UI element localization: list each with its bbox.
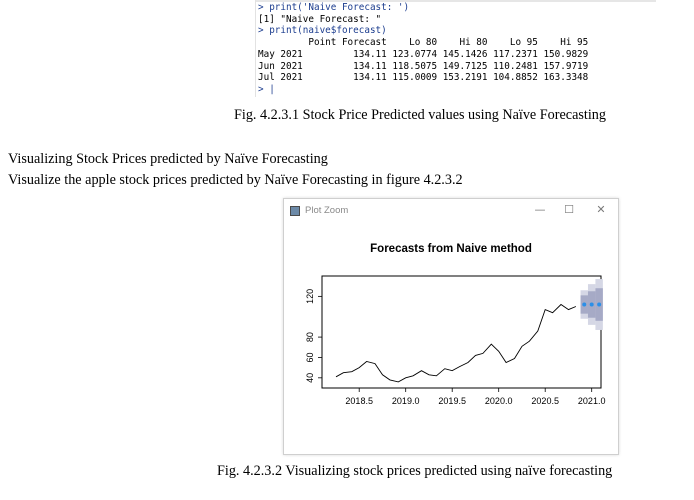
- y-tick-label-4: 120: [305, 289, 315, 304]
- paragraph-text: Visualize the apple stock prices predict…: [8, 172, 463, 188]
- y-tick-label-3: 80: [305, 332, 315, 342]
- console-line-7: Jul 2021 134.11 115.0009 153.2191 104.88…: [258, 72, 589, 84]
- console-line-3: > print(naive$forecast): [258, 25, 387, 37]
- history-line-group: [335, 303, 577, 383]
- x-tick-label-4: 2020.0: [485, 396, 513, 406]
- x-tick-label-2: 2019.0: [392, 396, 420, 406]
- y-axis: 40 60 80 120: [305, 289, 322, 383]
- y-tick-label-1: 40: [305, 373, 315, 383]
- window-title: Plot Zoom: [305, 205, 349, 216]
- plot-frame: [321, 275, 602, 389]
- plot-zoom-app-icon: [290, 206, 300, 216]
- console-line-2: [1] "Naive Forecast: ": [258, 13, 382, 25]
- console-line-1: > print('Naive Forecast: '): [258, 2, 410, 13]
- y-tick-label-2: 60: [305, 352, 315, 362]
- maximize-button[interactable]: ☐: [564, 203, 574, 216]
- console-line-8[interactable]: > |: [258, 83, 275, 95]
- console-top-border: [256, 0, 656, 2]
- forecast-chart: Forecasts from Naive method 2018.5 2019.0…: [305, 243, 605, 406]
- close-button[interactable]: ✕: [596, 203, 606, 216]
- history-series-line: [335, 303, 577, 383]
- x-tick-label-5: 2020.5: [531, 396, 559, 406]
- console-line-5: May 2021 134.11 123.0774 145.1426 117.23…: [258, 48, 589, 60]
- x-axis: 2018.5 2019.0 2019.5 2020.0 2020.5 2021.0: [345, 388, 605, 406]
- plot-zoom-window[interactable]: Plot Zoom — ☐ ✕ Forecasts from Naive met…: [283, 198, 619, 455]
- figure-caption-2: Fig. 4.2.3.2 Visualizing stock prices pr…: [217, 463, 613, 479]
- chart-title: Forecasts from Naive method: [370, 243, 532, 255]
- forecast-point-2: [589, 302, 594, 307]
- figure-caption-1: Fig. 4.2.3.1 Stock Price Predicted value…: [234, 107, 606, 123]
- forecast-points-group: [582, 302, 602, 307]
- forecast-point-1: [582, 302, 587, 307]
- console-line-6: Jun 2021 134.11 118.5075 149.7125 110.24…: [258, 60, 589, 72]
- x-tick-label-6: 2021.0: [578, 396, 606, 406]
- forecast-point-3: [597, 302, 602, 307]
- r-console-output: > print('Naive Forecast: ') [1] "Naive F…: [255, 0, 656, 97]
- window-titlebar[interactable]: Plot Zoom — ☐ ✕: [284, 199, 618, 223]
- console-line-4: Point Forecast Lo 80 Hi 80 Lo 95 Hi 95: [258, 37, 589, 49]
- paragraph-heading: Visualizing Stock Prices predicted by Na…: [8, 151, 328, 167]
- x-tick-label-3: 2019.5: [438, 396, 466, 406]
- minimize-button[interactable]: —: [534, 203, 546, 216]
- x-tick-label-1: 2018.5: [345, 396, 373, 406]
